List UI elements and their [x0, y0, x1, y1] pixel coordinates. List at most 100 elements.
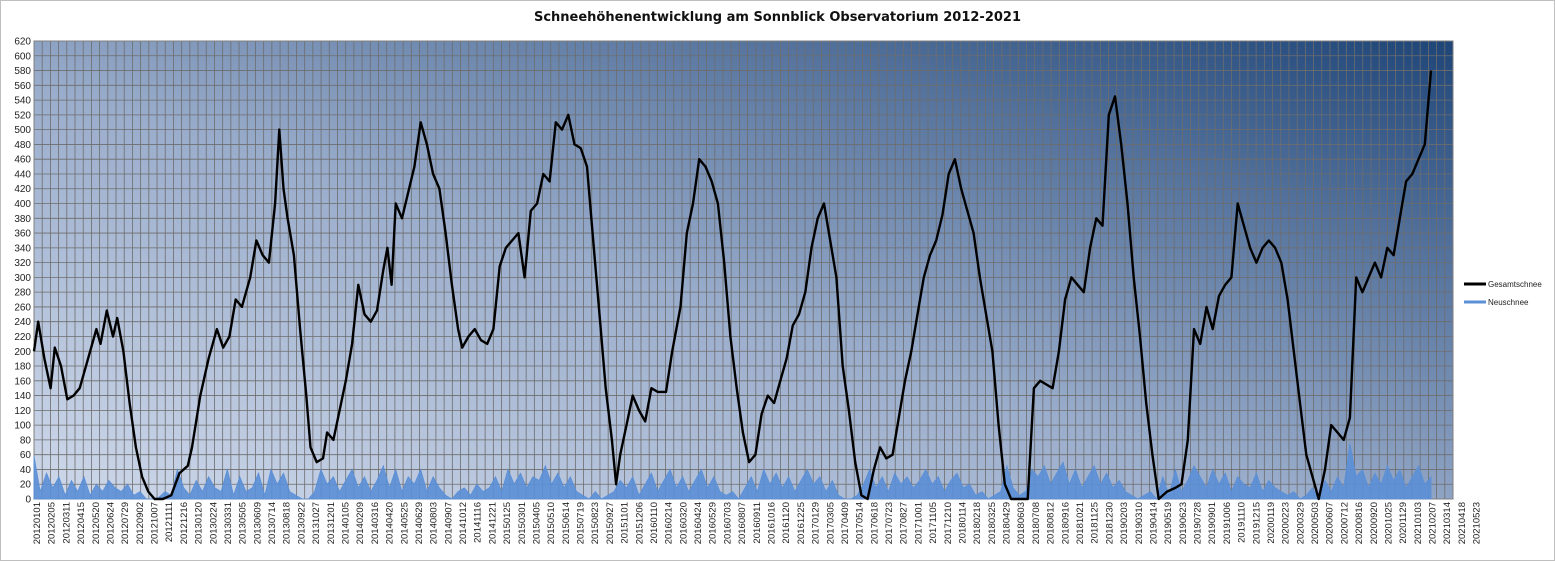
- x-tick-label: 20150510: [546, 502, 557, 544]
- x-tick-label: 20171105: [928, 502, 939, 544]
- y-tick-label: 540: [14, 96, 31, 107]
- x-tick-label: 20131201: [326, 502, 337, 544]
- x-tick-label: 20191110: [1237, 502, 1248, 543]
- y-tick-label: 0: [25, 495, 31, 506]
- x-tick-label: 20160424: [693, 502, 704, 544]
- x-tick-label: 20200816: [1354, 502, 1365, 544]
- x-tick-label: 20151101: [620, 502, 631, 544]
- x-tick-label: 20160807: [737, 502, 748, 544]
- x-tick-label: 20180429: [1002, 502, 1013, 544]
- x-tick-label: 20130609: [252, 502, 263, 544]
- x-tick-label: 20201129: [1398, 502, 1409, 544]
- x-tick-label: 20130818: [282, 502, 293, 544]
- y-tick-label: 140: [14, 391, 31, 402]
- legend-label-neuschnee: Neuschnee: [1488, 298, 1529, 307]
- x-tick-label: 20210418: [1457, 502, 1468, 544]
- x-tick-label: 20140316: [370, 502, 381, 544]
- x-tick-label: 20121216: [179, 502, 190, 544]
- x-tick-label: 20130505: [238, 502, 249, 544]
- x-tick-label: 20140629: [414, 502, 425, 544]
- y-tick-label: 20: [20, 480, 32, 491]
- x-tick-label: 20130224: [208, 502, 219, 544]
- x-tick-label: 20121007: [150, 502, 161, 544]
- x-tick-label: 20140105: [340, 502, 351, 544]
- x-tick-label: 20170409: [840, 502, 851, 544]
- x-tick-label: 20170827: [899, 502, 910, 544]
- x-tick-label: 20160911: [752, 502, 763, 544]
- x-tick-label: 20141116: [473, 502, 484, 543]
- y-tick-label: 500: [14, 125, 31, 136]
- x-tick-label: 20170618: [869, 502, 880, 544]
- y-tick-label: 600: [14, 51, 31, 62]
- x-tick-label: 20180708: [1031, 502, 1042, 544]
- x-tick-label: 20150614: [561, 502, 572, 544]
- x-tick-label: 20151206: [634, 502, 645, 544]
- x-tick-label: 20120311: [61, 502, 72, 544]
- x-tick-label: 20120729: [120, 502, 131, 544]
- x-tick-label: 20160214: [664, 502, 675, 544]
- x-tick-label: 20190728: [1193, 502, 1204, 544]
- x-tick-label: 20190203: [1119, 502, 1130, 544]
- x-tick-label: 20171210: [943, 502, 954, 544]
- x-tick-label: 20170305: [825, 502, 836, 544]
- x-tick-label: 20150301: [517, 502, 528, 544]
- y-tick-label: 360: [14, 229, 31, 240]
- y-tick-label: 380: [14, 214, 31, 225]
- x-tick-label: 20160110: [649, 502, 660, 544]
- x-tick-label: 20180325: [987, 502, 998, 544]
- x-tick-label: 20191215: [1251, 502, 1262, 544]
- x-tick-label: 20141221: [487, 502, 498, 544]
- x-tick-label: 20171001: [913, 502, 924, 544]
- x-tick-label: 20130714: [267, 502, 278, 544]
- x-tick-label: 20130331: [223, 502, 234, 544]
- x-tick-label: 20121111: [164, 502, 175, 542]
- y-tick-label: 620: [14, 37, 31, 48]
- y-tick-label: 200: [14, 347, 31, 358]
- x-tick-label: 20190901: [1207, 502, 1218, 544]
- x-tick-label: 20120415: [76, 502, 87, 544]
- x-tick-label: 20120205: [47, 502, 58, 544]
- y-tick-label: 460: [14, 155, 31, 166]
- x-tick-label: 20170514: [855, 502, 866, 544]
- x-tick-label: 20190623: [1178, 502, 1189, 544]
- x-tick-label: 20180812: [1046, 502, 1057, 544]
- x-tick-label: 20190519: [1163, 502, 1174, 544]
- y-tick-label: 580: [14, 66, 31, 77]
- x-tick-label: 20120902: [135, 502, 146, 544]
- y-tick-label: 100: [14, 421, 31, 432]
- x-tick-label: 20130922: [296, 502, 307, 544]
- x-tick-label: 20140803: [429, 502, 440, 544]
- y-tick-label: 400: [14, 199, 31, 210]
- x-tick-label: 20160529: [708, 502, 719, 544]
- x-tick-label: 20150125: [502, 502, 513, 544]
- x-tick-label: 20150927: [605, 502, 616, 544]
- x-tick-label: 20200503: [1310, 502, 1321, 544]
- y-tick-label: 60: [20, 450, 32, 461]
- y-tick-label: 300: [14, 273, 31, 284]
- x-tick-label: 20190414: [1148, 502, 1159, 544]
- x-tick-label: 20161120: [781, 502, 792, 544]
- y-tick-label: 520: [14, 110, 31, 121]
- y-tick-label: 260: [14, 302, 31, 313]
- x-tick-label: 20210207: [1428, 502, 1439, 544]
- x-tick-label: 20131027: [311, 502, 322, 544]
- x-tick-label: 20161016: [767, 502, 778, 544]
- x-tick-label: 20161225: [796, 502, 807, 544]
- x-tick-label: 20181021: [1075, 502, 1086, 544]
- x-tick-label: 20200223: [1281, 502, 1292, 544]
- x-tick-label: 20180916: [1060, 502, 1071, 544]
- x-tick-label: 20181125: [1090, 502, 1101, 544]
- y-tick-label: 220: [14, 332, 31, 343]
- x-tick-label: 20200329: [1295, 502, 1306, 544]
- x-tick-label: 20120624: [105, 502, 116, 544]
- x-tick-label: 20191006: [1222, 502, 1233, 544]
- x-tick-label: 20210103: [1413, 502, 1424, 544]
- x-tick-label: 20160703: [722, 502, 733, 544]
- y-tick-label: 320: [14, 258, 31, 269]
- x-tick-label: 20160320: [678, 502, 689, 544]
- x-tick-label: 20201025: [1383, 502, 1394, 544]
- y-tick-label: 480: [14, 140, 31, 151]
- x-tick-label: 20180603: [1016, 502, 1027, 544]
- x-tick-label: 20180114: [957, 502, 968, 544]
- x-tick-label: 20150719: [576, 502, 587, 544]
